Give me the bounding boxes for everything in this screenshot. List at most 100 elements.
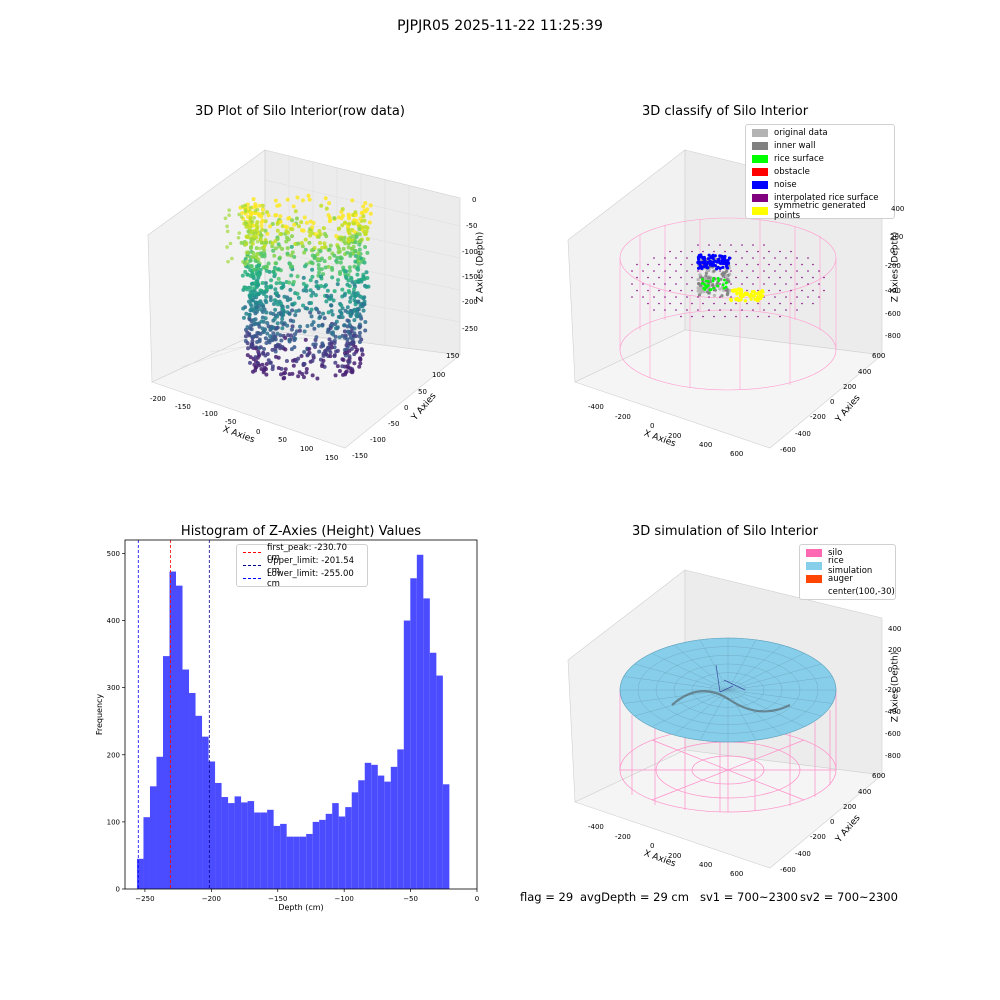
interpolated-point: [724, 263, 726, 266]
y-tick-label: 200: [107, 751, 120, 759]
raw-point: [292, 345, 297, 350]
raw-point: [297, 328, 302, 333]
interpolated-point: [763, 283, 765, 285]
interpolated-point: [708, 270, 710, 272]
raw-point: [255, 360, 260, 365]
wall-point: [705, 268, 710, 273]
raw-point: [340, 364, 345, 369]
mesh-ring: [709, 681, 747, 699]
raw-point: [358, 314, 363, 319]
raw-point: [343, 333, 348, 338]
raw-point: [264, 265, 269, 270]
raw-point: [290, 234, 295, 239]
interpolated-point: [779, 250, 781, 253]
raw-point: [239, 215, 244, 219]
raw-point: [257, 337, 262, 342]
raw-point: [319, 256, 324, 261]
raw-point: [327, 337, 332, 342]
raw-zlabel: Z Axies (Depth): [475, 231, 486, 303]
raw-point: [295, 291, 300, 296]
raw-point: [342, 364, 347, 369]
raw-point: [308, 233, 313, 238]
raw-point: [318, 274, 323, 279]
interpolated-point: [746, 276, 748, 279]
interpolated-point: [757, 276, 759, 279]
wall-point: [725, 266, 730, 271]
raw-xtick: 150: [325, 454, 339, 462]
raw-point: [353, 299, 358, 304]
raw-point: [343, 252, 348, 257]
symmetric-point: [737, 298, 741, 303]
raw-point: [289, 347, 294, 352]
wall-point: [698, 274, 703, 278]
interpolated-point: [713, 315, 715, 318]
raw-point: [242, 242, 247, 247]
raw-point: [256, 292, 261, 297]
interpolated-point: [647, 263, 649, 266]
raw-point: [273, 337, 278, 342]
raw-point: [322, 231, 327, 236]
raw-point: [261, 319, 266, 324]
raw-point: [291, 363, 296, 368]
simulation-silo-wireframe: [619, 690, 837, 813]
raw-point: [254, 280, 259, 285]
noise-point: [703, 262, 707, 266]
raw-point: [250, 343, 255, 348]
raw-point: [341, 267, 346, 272]
raw-point: [361, 225, 366, 230]
noise-point: [715, 260, 719, 264]
raw-point: [356, 256, 361, 261]
raw-point: [328, 243, 333, 248]
raw-point: [359, 218, 364, 223]
raw-point: [355, 279, 360, 284]
raw-point: [250, 272, 255, 277]
rice-depression: [671, 690, 791, 713]
raw-point: [348, 341, 353, 346]
histogram-bar: [442, 784, 450, 889]
raw-point: [273, 198, 278, 203]
symmetric-point: [753, 297, 757, 301]
raw-point: [352, 249, 357, 254]
status-sv1: sv1 = 700~2300: [700, 890, 798, 904]
raw-point: [346, 365, 351, 370]
raw-point: [247, 317, 252, 322]
noise-point: [696, 260, 700, 265]
x-tick-label: −250: [135, 895, 154, 903]
interpolated-point: [768, 276, 770, 279]
raw-point: [294, 241, 299, 246]
raw-point: [306, 352, 311, 357]
raw-point: [329, 296, 334, 301]
raw-point: [263, 281, 268, 286]
raw-point: [316, 266, 321, 271]
wall-point: [726, 277, 730, 281]
mesh-spoke: [727, 689, 783, 736]
raw-point: [251, 251, 256, 256]
raw-point: [249, 244, 254, 249]
raw-point: [309, 260, 314, 265]
symmetric-point: [754, 297, 758, 302]
histogram-bar: [202, 736, 209, 889]
raw-point: [355, 279, 360, 284]
interpolated-point: [774, 283, 776, 285]
legend-swatch: [752, 180, 768, 189]
raw-point: [275, 325, 280, 330]
raw-point: [341, 265, 346, 270]
raw-point: [365, 236, 370, 241]
raw-point: [280, 326, 285, 331]
raw-point: [246, 285, 251, 290]
noise-point: [724, 264, 729, 268]
raw-point: [329, 340, 334, 345]
raw-point: [347, 290, 352, 295]
raw-point: [352, 287, 357, 292]
interpolated-point: [807, 270, 809, 272]
symmetric-point: [759, 296, 763, 301]
wall-point: [705, 269, 710, 273]
raw-point: [268, 337, 273, 342]
raw-point: [238, 205, 243, 210]
raw-point: [250, 241, 255, 246]
symmetric-point: [739, 287, 743, 292]
symmetric-point: [743, 291, 748, 295]
raw-point: [256, 282, 261, 287]
raw-point: [320, 364, 325, 369]
noise-point: [699, 253, 703, 257]
